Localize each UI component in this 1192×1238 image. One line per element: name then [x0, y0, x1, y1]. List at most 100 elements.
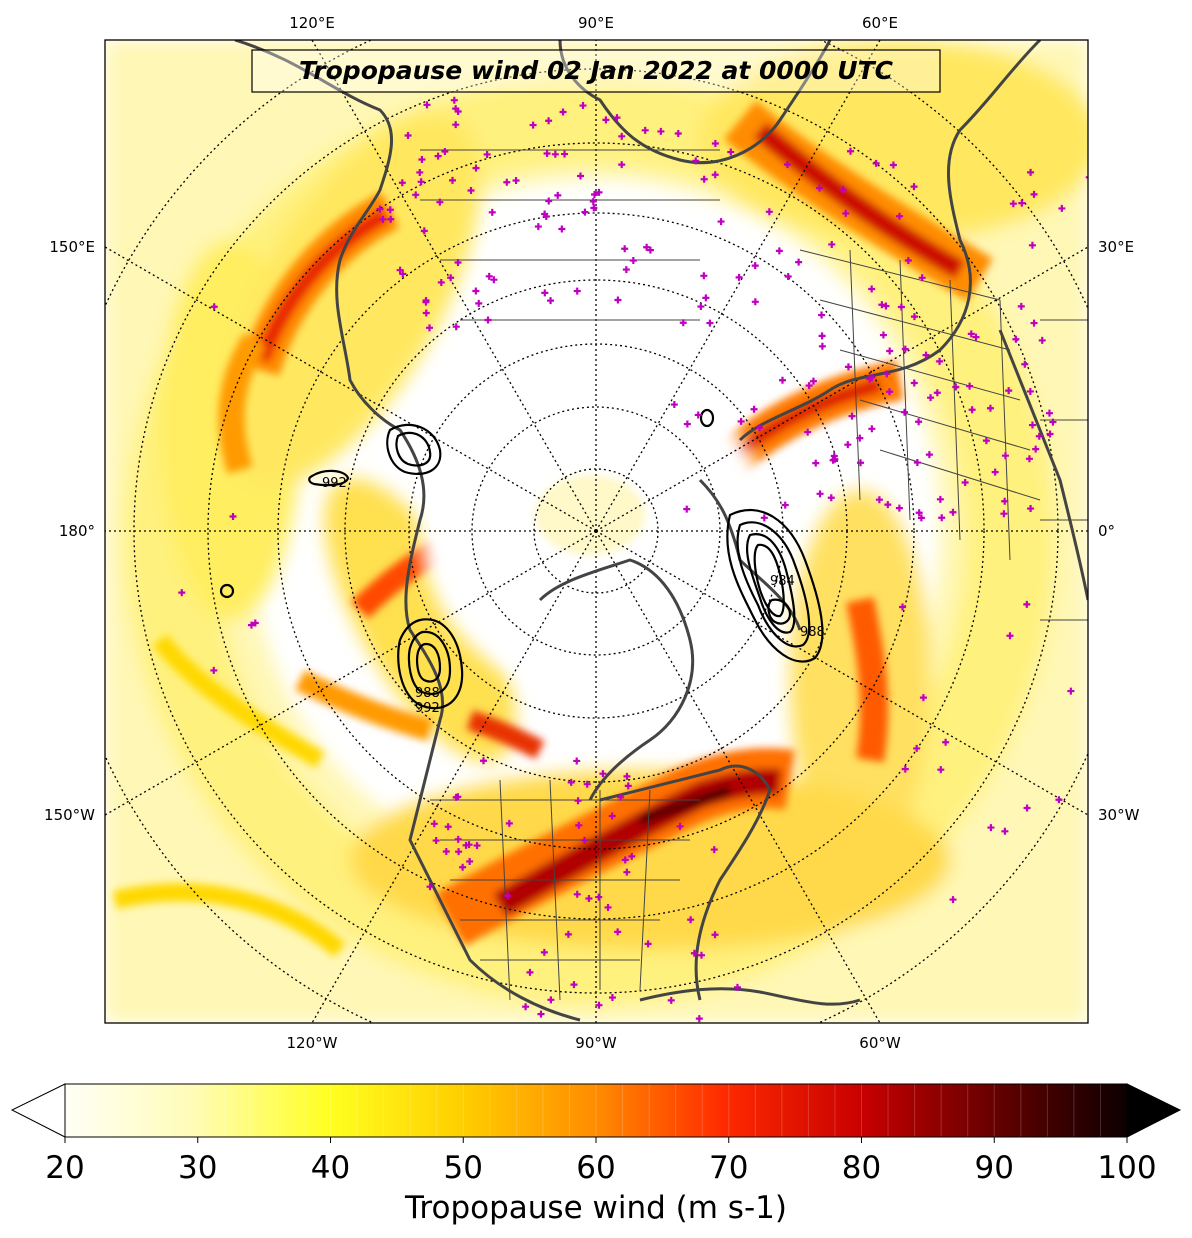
station-marker	[573, 287, 581, 295]
station-marker	[727, 148, 735, 156]
station-marker	[674, 129, 682, 137]
station-marker	[503, 178, 511, 186]
station-marker	[472, 287, 480, 295]
station-marker	[537, 1010, 545, 1018]
station-marker	[1030, 319, 1038, 327]
station-marker	[387, 215, 395, 223]
station-marker	[522, 1003, 530, 1011]
station-marker	[436, 198, 444, 206]
station-marker	[551, 150, 559, 158]
station-marker	[830, 452, 838, 460]
colorbar-gradient	[65, 1084, 1127, 1137]
station-marker	[1009, 200, 1017, 208]
station-marker	[1023, 804, 1031, 812]
low-pressure-gulf-alaska	[308, 423, 442, 487]
station-marker	[1005, 387, 1013, 395]
station-marker	[1012, 335, 1020, 343]
station-marker	[809, 377, 817, 385]
colorbar-extend-min	[10, 1083, 66, 1138]
station-marker	[452, 105, 460, 113]
station-marker	[210, 666, 218, 674]
station-marker	[251, 619, 259, 627]
station-marker	[687, 916, 695, 924]
lon-label-right: 0°	[1098, 522, 1115, 540]
station-marker	[816, 184, 824, 192]
station-marker	[247, 621, 255, 629]
station-marker	[589, 197, 597, 205]
station-marker	[617, 793, 625, 801]
station-marker	[430, 820, 438, 828]
station-marker	[452, 121, 460, 129]
north-america-east-coast	[599, 764, 772, 1001]
station-marker	[412, 191, 420, 199]
graticule	[105, 40, 1088, 1023]
station-marker	[670, 401, 678, 409]
station-marker	[452, 323, 460, 331]
mslp-contours	[219, 408, 824, 710]
station-marker	[564, 930, 572, 938]
station-marker	[629, 256, 637, 264]
station-marker	[455, 848, 463, 856]
station-marker	[573, 757, 581, 765]
station-marker	[949, 508, 957, 516]
station-marker	[967, 330, 975, 338]
station-marker	[541, 289, 549, 297]
station-marker	[896, 212, 904, 220]
station-marker	[567, 778, 575, 786]
station-marker	[848, 412, 856, 420]
station-marker	[1023, 600, 1031, 608]
station-marker	[818, 332, 826, 340]
station-marker	[547, 297, 555, 305]
map-frame	[104, 39, 1089, 1024]
station-marker	[444, 823, 452, 831]
station-marker	[913, 459, 921, 467]
station-marker	[1045, 409, 1053, 417]
station-marker	[936, 357, 944, 365]
station-marker	[812, 459, 820, 467]
station-marker	[886, 347, 894, 355]
station-marker	[1032, 445, 1040, 453]
station-marker	[595, 893, 603, 901]
colorbar-tick-label: 90	[975, 1150, 1014, 1186]
station-marker	[416, 168, 424, 176]
station-marker	[961, 478, 969, 486]
lon-label-right: 30°E	[1098, 238, 1134, 256]
station-marker	[1001, 497, 1009, 505]
europe-arctic-coast	[738, 40, 1042, 442]
station-marker	[574, 797, 582, 805]
station-marker	[447, 274, 455, 282]
station-marker	[885, 388, 893, 396]
colorbar-tick-label: 30	[178, 1150, 217, 1186]
station-marker	[534, 223, 542, 231]
station-marker	[710, 846, 718, 854]
station-marker	[1018, 199, 1026, 207]
station-marker	[432, 837, 440, 845]
station-marker	[857, 459, 865, 467]
station-marker	[558, 225, 566, 233]
station-marker	[472, 164, 480, 172]
station-marker	[646, 246, 654, 254]
station-marker	[422, 309, 430, 317]
station-marker	[778, 376, 786, 384]
station-marker	[756, 424, 764, 432]
station-marker	[938, 514, 946, 522]
canada-arctic-coast	[538, 558, 695, 801]
station-marker	[872, 159, 880, 167]
station-marker	[526, 968, 534, 976]
station-marker	[452, 793, 460, 801]
colorbar-label: Tropopause wind (m s-1)	[404, 1190, 787, 1226]
station-marker	[1055, 796, 1063, 804]
station-marker	[483, 150, 491, 158]
station-marker	[936, 495, 944, 503]
colorbar-extend-max	[1126, 1083, 1182, 1138]
station-marker	[178, 589, 186, 597]
station-marker	[485, 272, 493, 280]
station-marker	[1027, 505, 1035, 513]
station-marker	[426, 883, 434, 891]
station-marker	[751, 298, 759, 306]
low-pressure-east-pacific	[397, 618, 464, 710]
station-marker	[459, 863, 467, 871]
station-marker	[868, 285, 876, 293]
station-marker	[847, 147, 855, 155]
